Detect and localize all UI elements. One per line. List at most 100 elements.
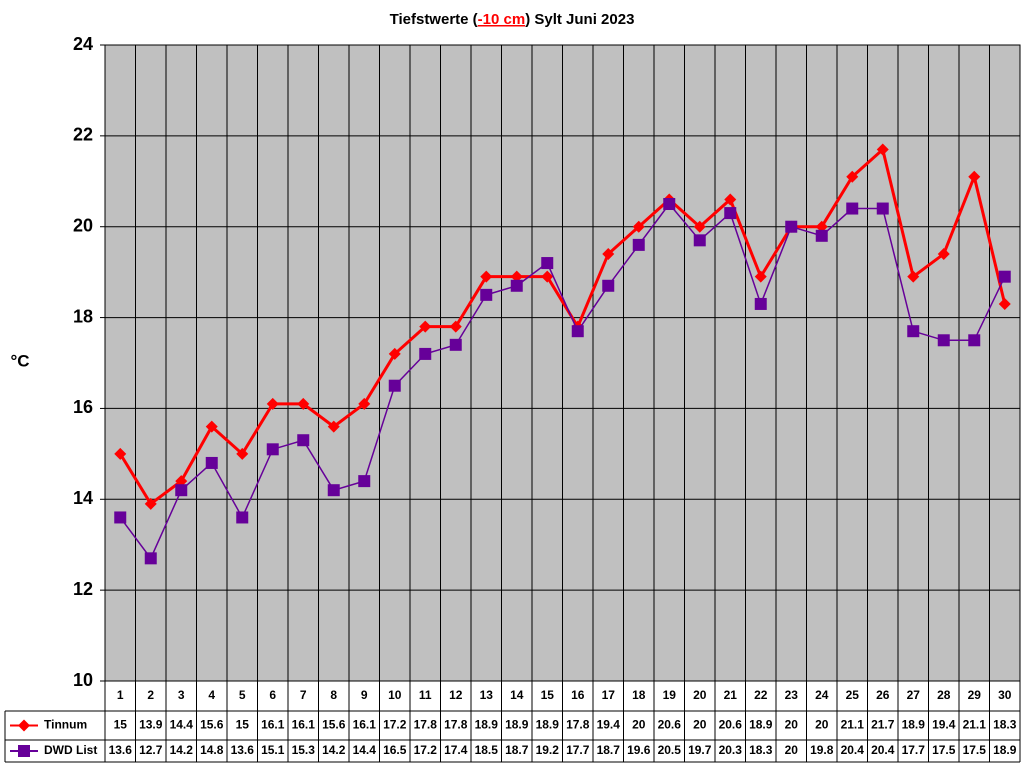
table-value: 17.8 <box>414 718 438 732</box>
table-value: 19.8 <box>810 743 834 757</box>
data-point <box>846 170 859 183</box>
data-point <box>297 397 310 410</box>
y-tick-label: 10 <box>73 670 93 690</box>
x-tick-label: 13 <box>480 688 494 702</box>
x-tick-label: 25 <box>846 688 860 702</box>
data-point <box>388 347 401 360</box>
table-value: 20 <box>815 718 829 732</box>
data-point <box>388 379 401 392</box>
table-value: 15.3 <box>292 743 316 757</box>
data-point <box>449 338 462 351</box>
table-value: 17.5 <box>963 743 987 757</box>
x-tick-label: 15 <box>541 688 555 702</box>
table-value: 14.2 <box>322 743 346 757</box>
table-value: 19.7 <box>688 743 712 757</box>
data-point <box>327 484 340 497</box>
data-point <box>144 497 157 510</box>
table-value: 20 <box>785 718 799 732</box>
table-value: 20 <box>693 718 707 732</box>
table-value: 19.2 <box>536 743 560 757</box>
data-point <box>236 511 249 524</box>
table-value: 15 <box>236 718 250 732</box>
data-point <box>449 320 462 333</box>
data-point <box>205 456 218 469</box>
y-axis-label: °C <box>10 351 29 370</box>
data-point <box>602 279 615 292</box>
data-point <box>632 238 645 251</box>
x-tick-label: 11 <box>419 688 432 702</box>
data-point <box>968 334 981 347</box>
table-value: 17.4 <box>444 743 468 757</box>
data-point <box>754 270 767 283</box>
table-value: 21.1 <box>963 718 987 732</box>
table-value: 20 <box>632 718 646 732</box>
legend-label: Tinnum <box>44 718 87 732</box>
table-value: 14.4 <box>353 743 377 757</box>
data-point <box>297 434 310 447</box>
table-value: 18.9 <box>505 718 529 732</box>
y-tick-label: 14 <box>73 488 93 508</box>
data-point <box>205 420 218 433</box>
data-point <box>724 193 737 206</box>
data-point <box>907 325 920 338</box>
table-value: 18.3 <box>749 743 773 757</box>
table-value: 17.7 <box>566 743 590 757</box>
title-part: -10 cm <box>478 11 526 28</box>
data-point <box>358 397 371 410</box>
table-value: 18.5 <box>475 743 499 757</box>
y-tick-label: 12 <box>73 579 93 599</box>
data-point <box>632 220 645 233</box>
x-tick-label: 19 <box>663 688 677 702</box>
table-value: 17.8 <box>444 718 468 732</box>
table-value: 13.6 <box>231 743 255 757</box>
table-value: 20.6 <box>658 718 682 732</box>
legend-marker <box>18 719 30 732</box>
data-point <box>571 325 584 338</box>
y-tick-label: 24 <box>73 34 93 54</box>
table-value: 20 <box>785 743 799 757</box>
y-tick-label: 18 <box>73 306 93 326</box>
data-point <box>937 334 950 347</box>
data-point <box>480 270 493 283</box>
data-point <box>907 270 920 283</box>
x-tick-label: 17 <box>602 688 616 702</box>
data-point <box>998 297 1011 310</box>
table-value: 18.9 <box>475 718 499 732</box>
table-value: 17.5 <box>932 743 956 757</box>
data-point <box>693 220 706 233</box>
x-tick-label: 26 <box>876 688 890 702</box>
table-value: 18.7 <box>597 743 621 757</box>
title-part: ) Sylt Juni 2023 <box>525 11 634 28</box>
table-value: 15.6 <box>200 718 224 732</box>
data-point <box>266 397 279 410</box>
data-point <box>754 297 767 310</box>
x-tick-label: 28 <box>937 688 951 702</box>
table-value: 21.7 <box>871 718 895 732</box>
title-part: Tiefstwerte ( <box>390 11 478 28</box>
data-point <box>144 552 157 565</box>
x-tick-label: 7 <box>300 688 307 702</box>
table-value: 19.4 <box>932 718 956 732</box>
x-tick-label: 5 <box>239 688 246 702</box>
data-point <box>876 143 889 156</box>
data-point <box>175 475 188 488</box>
data-point <box>602 247 615 260</box>
y-tick-label: 22 <box>73 125 93 145</box>
data-point <box>876 202 889 215</box>
data-point <box>236 447 249 460</box>
data-point <box>541 270 554 283</box>
table-value: 15.1 <box>261 743 285 757</box>
data-point <box>114 447 127 460</box>
table-value: 18.9 <box>902 718 926 732</box>
table-value: 15 <box>114 718 128 732</box>
table-value: 17.2 <box>383 718 407 732</box>
table-value: 14.2 <box>170 743 194 757</box>
x-tick-label: 23 <box>785 688 799 702</box>
table-value: 18.9 <box>993 743 1017 757</box>
x-tick-label: 2 <box>147 688 154 702</box>
data-point <box>541 257 554 270</box>
table-value: 16.5 <box>383 743 407 757</box>
data-point <box>937 247 950 260</box>
x-tick-label: 29 <box>968 688 982 702</box>
table-value: 14.4 <box>170 718 194 732</box>
